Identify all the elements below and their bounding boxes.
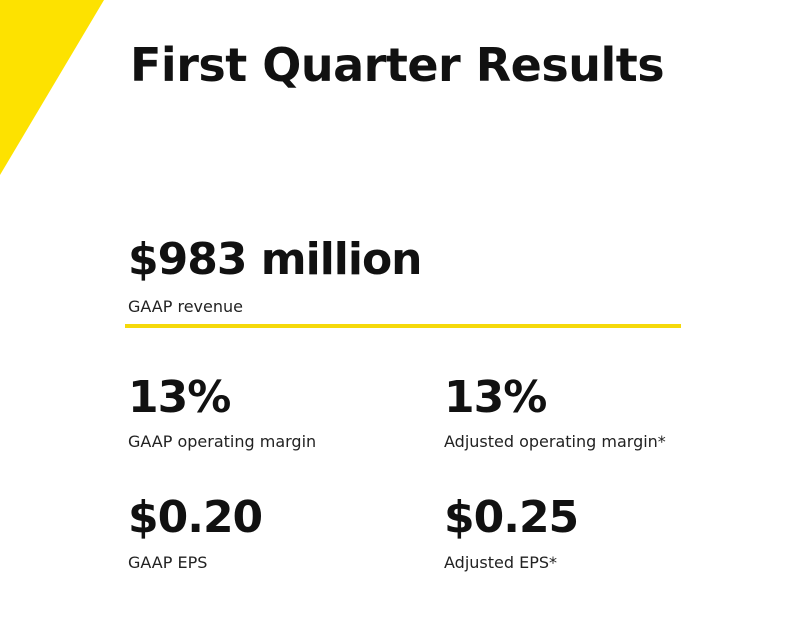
metric-label: GAAP operating margin: [128, 432, 317, 451]
metric-value: 13%: [444, 372, 547, 423]
metric-value: $0.20: [128, 492, 263, 543]
title: First Quarter Results: [130, 38, 665, 92]
metric-label: Adjusted EPS*: [444, 553, 558, 572]
divider: [125, 324, 681, 328]
metric-value: 13%: [128, 372, 231, 423]
metric-value: $0.25: [444, 492, 579, 543]
headline-label: GAAP revenue: [128, 297, 243, 316]
yellow-triangle: [0, 0, 104, 175]
metric-label: Adjusted operating margin*: [444, 432, 666, 451]
headline-value: $983 million: [128, 234, 423, 285]
metric-label: GAAP EPS: [128, 553, 208, 572]
